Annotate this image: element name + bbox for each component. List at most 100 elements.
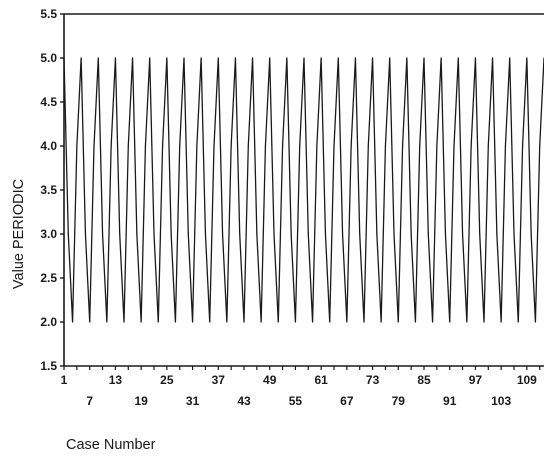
data-point [504,145,507,147]
x-tick-label: 67 [340,394,354,408]
data-point [337,57,339,59]
y-tick-label: 3.0 [40,227,57,241]
data-point [419,145,421,147]
data-point [76,145,78,147]
data-point [84,233,87,235]
data-point [71,321,74,323]
data-point [187,233,189,235]
data-point [346,321,348,323]
x-axis-title: Case Number [66,437,156,453]
data-point [213,145,215,147]
x-tick-label: 73 [366,373,380,387]
data-point [329,321,331,323]
data-point [380,321,382,323]
x-axis-ticks: 1 13 25 37 49 61 73 85 97 109 7 19 31 43 55 67 79 91 103 [61,366,541,408]
data-point [526,57,528,59]
data-point [89,321,91,323]
data-point [333,145,335,147]
data-point [256,233,258,235]
data-point [106,321,108,323]
x-tick-label: 103 [491,394,511,408]
data-point [247,145,249,147]
y-axis-ticks: 1.5 2.0 2.5 3.0 3.5 4.0 4.5 5.0 5.5 [40,7,64,373]
x-tick-label: 91 [443,394,457,408]
data-point [534,321,537,323]
data-point [281,145,284,147]
x-tick-label: 31 [186,394,200,408]
data-point [277,321,279,323]
x-tick-label: 19 [134,394,148,408]
data-point [470,145,472,147]
x-tick-label: 25 [160,373,174,387]
data-point [350,145,352,147]
data-point [444,233,447,235]
data-point [324,233,327,235]
data-point [311,321,314,323]
data-point [200,57,202,59]
x-tick-label: 1 [61,373,68,387]
data-point [204,233,207,235]
data-point [157,321,159,323]
data-point [136,233,138,235]
data-point [183,57,185,59]
data-point [221,233,224,235]
data-point [363,321,365,323]
x-tick-label: 55 [289,394,303,408]
y-tick-label: 2.5 [40,271,57,285]
data-point [487,145,489,147]
data-point [239,233,241,235]
data-point [234,57,237,59]
data-point [196,145,198,147]
data-point [251,57,254,59]
data-point [110,145,112,147]
data-point [209,321,211,323]
data-point [273,233,275,235]
x-tick-label: 97 [469,373,483,387]
data-point [170,233,172,235]
data-point [384,145,387,147]
data-point [140,321,142,323]
data-point [144,145,147,147]
x-tick-label: 43 [237,394,251,408]
data-point [101,233,104,235]
data-point [406,57,408,59]
data-point [367,145,369,147]
data-point [80,57,82,59]
data-point [453,145,455,147]
data-point [97,57,99,59]
data-point [320,57,322,59]
data-point [427,233,429,235]
data-point [393,233,395,235]
data-point [67,233,69,235]
data-point [500,321,502,323]
data-point [260,321,262,323]
data-point [269,57,271,59]
y-tick-label: 5.0 [40,51,57,65]
data-point [461,233,464,235]
data-point [401,145,404,147]
y-tick-label: 4.0 [40,139,57,153]
data-point [474,57,477,59]
x-tick-label: 109 [517,373,537,387]
data-point [436,145,438,147]
data-point [243,321,245,323]
data-point [397,321,399,323]
data-point [539,145,541,147]
x-tick-label: 61 [314,373,328,387]
data-point [93,145,95,147]
data-point [431,321,434,323]
data-point [179,145,181,147]
data-point [119,233,121,235]
data-point [354,57,357,59]
data-point [123,321,125,323]
data-point [149,57,151,59]
data-point [376,233,378,235]
data-point [389,57,391,59]
data-point [299,145,301,147]
y-axis-title: Value PERIODIC [11,179,27,289]
data-point [440,57,442,59]
x-tick-label: 7 [86,394,93,408]
data-point [307,233,309,235]
data-point [341,233,344,235]
